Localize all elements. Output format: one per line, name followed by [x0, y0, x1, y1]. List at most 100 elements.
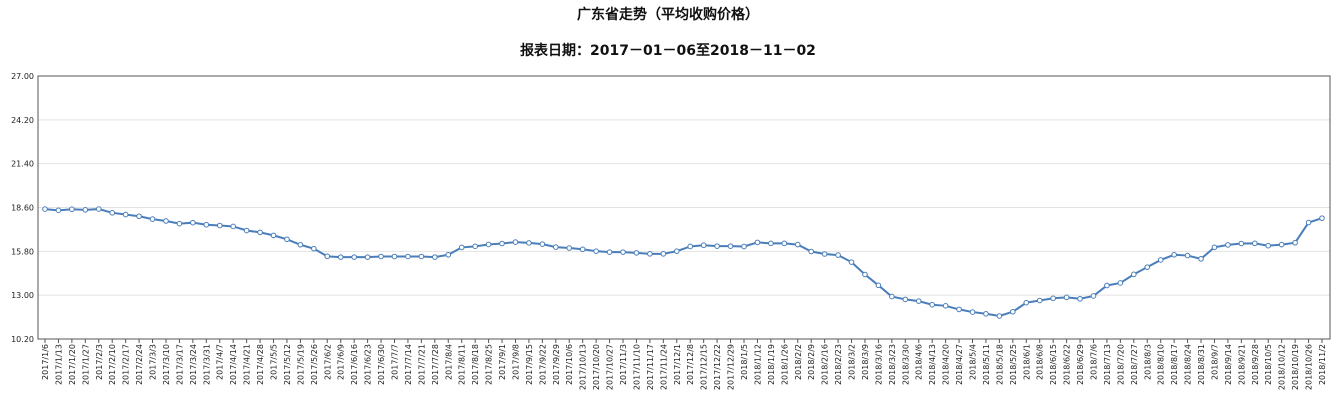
x-tick-label: 2017/6/2 — [323, 344, 332, 380]
data-point — [647, 251, 653, 257]
x-tick-label: 2017/5/19 — [296, 344, 305, 385]
x-tick-label: 2017/6/30 — [377, 344, 386, 385]
data-point — [579, 246, 586, 253]
data-point — [243, 227, 250, 234]
data-point — [915, 298, 922, 304]
data-point — [781, 240, 788, 247]
x-tick-label: 2017/10/27 — [606, 344, 615, 390]
y-tick-label: 24.20 — [11, 116, 34, 125]
data-point — [794, 241, 801, 248]
data-point — [848, 259, 855, 265]
data-point — [1036, 297, 1043, 304]
x-tick-label: 2018/5/4 — [969, 344, 978, 380]
data-point — [1010, 308, 1016, 315]
x-tick-label: 2017/5/5 — [270, 344, 279, 380]
x-tick-label: 2017/9/15 — [525, 344, 534, 385]
x-tick-label: 2018/10/5 — [1264, 344, 1273, 385]
x-tick-label: 2017/4/28 — [256, 344, 265, 385]
data-point — [1198, 256, 1204, 262]
chart-title: 广东省走势（平均收购价格） — [577, 7, 759, 23]
x-tick-label: 2018/1/19 — [767, 344, 776, 385]
x-tick-label: 2018/8/3 — [1143, 344, 1152, 380]
x-tick-label: 2017/2/10 — [108, 344, 117, 385]
x-tick-label: 2018/9/14 — [1224, 344, 1233, 385]
x-tick-label: 2018/8/31 — [1197, 344, 1206, 385]
x-tick-label: 2017/8/4 — [444, 344, 453, 380]
x-tick-label: 2018/1/12 — [753, 344, 762, 385]
data-point — [190, 219, 196, 226]
data-point — [1144, 264, 1151, 270]
x-tick-label: 2018/10/12 — [1278, 344, 1287, 390]
x-tick-label: 2018/4/20 — [942, 344, 951, 385]
data-point — [1131, 271, 1137, 278]
x-tick-label: 2018/4/13 — [928, 344, 937, 385]
gridlines — [38, 119, 1330, 296]
data-point — [526, 240, 532, 246]
data-point — [163, 218, 169, 224]
data-point — [1225, 242, 1231, 248]
x-tick-label: 2018/8/17 — [1170, 344, 1179, 385]
x-tick-label: 2018/2/16 — [821, 344, 830, 385]
x-tick-label: 2018/6/1 — [1022, 344, 1031, 380]
data-point — [1305, 219, 1312, 226]
x-tick-label: 2017/3/10 — [162, 344, 171, 385]
x-tick-label: 2018/7/20 — [1116, 344, 1125, 385]
data-point — [1050, 295, 1056, 302]
x-tick-label: 2017/9/8 — [511, 344, 520, 380]
x-tick-label: 2017/4/14 — [229, 344, 238, 385]
data-point — [230, 223, 236, 230]
data-point — [284, 236, 290, 243]
x-tick-label: 2017/3/31 — [202, 344, 211, 385]
x-tick-label: 2018/6/22 — [1063, 344, 1072, 385]
data-point — [727, 243, 734, 249]
data-point — [122, 211, 129, 218]
data-point — [136, 213, 142, 220]
data-point — [808, 248, 815, 255]
data-point — [485, 241, 492, 248]
data-point — [109, 210, 116, 216]
x-tick-label: 2017/9/22 — [538, 344, 547, 385]
data-point — [1117, 280, 1124, 286]
x-tick-label: 2017/9/1 — [498, 344, 507, 380]
x-tick-label: 2017/8/11 — [458, 344, 467, 385]
x-tick-label: 2018/3/23 — [888, 344, 897, 385]
data-point — [1171, 251, 1177, 258]
x-tick-label: 2017/1/13 — [54, 344, 63, 385]
data-point — [1211, 244, 1218, 251]
x-tick-label: 2018/6/8 — [1036, 344, 1045, 380]
plot-area-border — [37, 75, 1331, 340]
data-point — [1265, 242, 1272, 249]
data-point — [1292, 239, 1298, 246]
x-tick-label: 2017/10/20 — [592, 344, 601, 390]
x-tick-label: 2018/1/5 — [740, 344, 749, 380]
data-point — [512, 239, 519, 245]
x-tick-label: 2017/2/24 — [135, 344, 144, 385]
data-point — [1251, 240, 1258, 247]
data-point — [351, 254, 357, 260]
x-tick-label: 2017/5/26 — [310, 344, 319, 385]
x-tick-label: 2018/2/23 — [834, 344, 843, 385]
x-tick-label: 2017/11/24 — [659, 344, 668, 390]
data-point — [391, 253, 398, 260]
data-point — [889, 293, 895, 300]
x-tick-label: 2017/9/29 — [552, 344, 561, 385]
data-point — [821, 251, 828, 257]
data-point — [405, 253, 411, 260]
x-tick-label: 2018/9/21 — [1237, 344, 1246, 385]
data-point — [1278, 241, 1285, 248]
data-point — [472, 243, 478, 250]
x-tick-label: 2018/4/6 — [915, 344, 924, 380]
x-tick-label: 2017/7/28 — [431, 344, 440, 385]
x-tick-label: 2018/3/9 — [861, 344, 870, 380]
data-point — [902, 296, 909, 303]
data-point — [566, 245, 573, 251]
data-point — [969, 309, 976, 315]
x-tick-label: 2017/7/14 — [404, 344, 413, 385]
x-tick-label: 2017/8/18 — [471, 344, 480, 385]
x-tick-label: 2018/3/30 — [901, 344, 910, 385]
data-point — [754, 239, 761, 246]
x-tick-label: 2018/7/27 — [1130, 344, 1139, 385]
x-tick-label: 2018/6/29 — [1076, 344, 1085, 385]
x-tick-label: 2017/12/15 — [700, 344, 709, 390]
data-point — [69, 206, 75, 213]
